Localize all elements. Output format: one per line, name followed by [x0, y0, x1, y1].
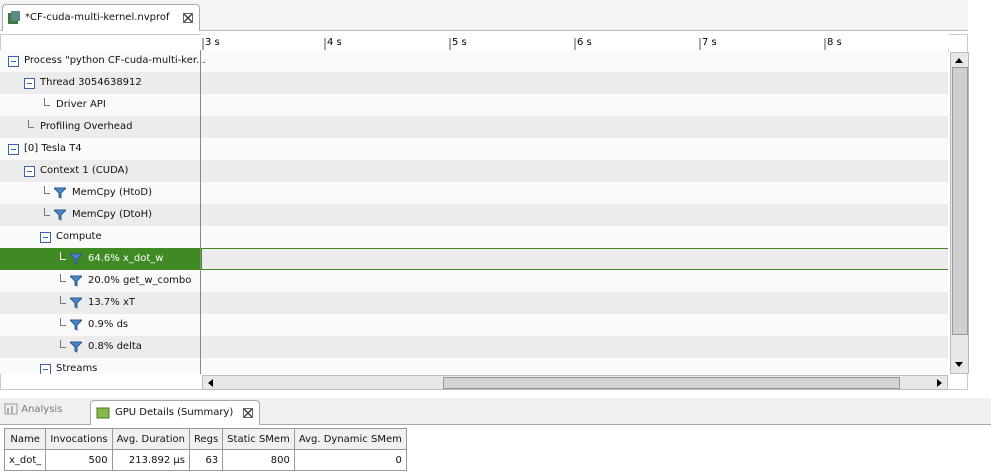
filter-icon [70, 253, 82, 265]
row-label: 0.9% ds [88, 319, 129, 330]
ruler-label: 6 s [577, 37, 592, 48]
tree-connector [44, 208, 50, 216]
tree-row[interactable]: Thread 3054638912 [0, 72, 948, 94]
row-label: Driver API [56, 99, 106, 110]
splitter [200, 50, 201, 374]
tab-label: GPU Details (Summary) [115, 407, 234, 418]
table-cell: x_dot_ [3, 449, 47, 471]
tree-connector [44, 98, 50, 106]
tree-row[interactable]: Streams [0, 358, 948, 374]
analysis-tab[interactable]: Analysis [4, 403, 62, 415]
ruler-label: 3 s [205, 37, 220, 48]
table-cell: 213.892 μs [111, 449, 190, 471]
row-label: 64.6% x_dot_w [88, 253, 164, 264]
file-icon [8, 11, 20, 24]
horizontal-scrollbar[interactable] [202, 375, 948, 390]
selection-outline [201, 248, 948, 270]
row-label: 0.8% delta [88, 341, 142, 352]
row-label: MemCpy (HtoD) [72, 187, 153, 198]
scroll-thumb[interactable] [443, 377, 900, 389]
scroll-thumb[interactable] [952, 67, 968, 335]
column-header[interactable]: Static SMem [222, 428, 295, 450]
tab-title: *CF-cuda-multi-kernel.nvprof [25, 12, 170, 23]
tree-connector [44, 186, 50, 194]
tree-connector [60, 296, 66, 304]
scroll-up[interactable] [954, 56, 964, 64]
collapse-toggle[interactable] [8, 56, 19, 67]
row-label: [0] Tesla T4 [24, 143, 82, 154]
tree-panel: Process "python CF-cuda-multi-ker... Thre… [0, 50, 948, 374]
row-label: 13.7% xT [88, 297, 135, 308]
tree-row[interactable]: MemCpy (HtoD) [0, 182, 948, 204]
filter-icon [70, 297, 82, 309]
tree-connector [60, 252, 66, 260]
tab-label: Analysis [21, 404, 63, 415]
scroll-right[interactable] [936, 378, 944, 388]
scroll-left[interactable] [206, 378, 214, 388]
row-label: Process "python CF-cuda-multi-ker... [24, 55, 206, 66]
filter-icon [70, 319, 82, 331]
scroll-down[interactable] [954, 361, 964, 369]
gpu-icon [96, 407, 110, 419]
tree-connector [60, 340, 66, 348]
tree-row[interactable]: 0.8% delta [0, 336, 948, 358]
row-label: Context 1 (CUDA) [40, 165, 129, 176]
table-cell: 800 [222, 449, 295, 471]
tree-connector [28, 120, 34, 128]
row-label: Thread 3054638912 [40, 77, 142, 88]
row-label: MemCpy (DtoH) [72, 209, 153, 220]
collapse-toggle[interactable] [24, 166, 35, 177]
tree-row[interactable]: 13.7% xT [0, 292, 948, 314]
row-label: Streams [56, 363, 98, 374]
selection [0, 248, 200, 270]
vertical-scrollbar[interactable] [950, 52, 969, 374]
tree-row[interactable]: 0.9% ds [0, 314, 948, 336]
tree-row[interactable]: Compute [0, 226, 948, 248]
close-icon[interactable] [243, 408, 253, 418]
table-cell: 63 [188, 449, 224, 471]
tree-row[interactable]: Profiling Overhead [0, 116, 948, 138]
tree-row[interactable]: MemCpy (DtoH) [0, 204, 948, 226]
collapse-toggle[interactable] [40, 364, 51, 374]
table-cell: 0 [293, 449, 407, 471]
tree-row[interactable]: Process "python CF-cuda-multi-ker... [0, 50, 948, 72]
table-cell: 500 [45, 449, 113, 471]
tree-connector [60, 318, 66, 326]
tree-row[interactable]: 20.0% get_w_combo [0, 270, 948, 292]
collapse-toggle[interactable] [8, 144, 19, 155]
editor-tab-bar: *CF-cuda-multi-kernel.nvprof [0, 0, 968, 31]
column-header[interactable]: Invocations [45, 428, 113, 450]
gpu-details-tab[interactable]: GPU Details (Summary) [90, 400, 260, 425]
ruler-label: 5 s [452, 37, 467, 48]
ruler-label: 8 s [827, 37, 842, 48]
row-label: 20.0% get_w_combo [88, 275, 192, 286]
row-label: Profiling Overhead [40, 121, 133, 132]
column-header[interactable]: Regs [188, 428, 224, 450]
tree-row[interactable]: 64.6% x_dot_w [0, 248, 948, 270]
filter-icon [70, 275, 82, 287]
tree-row[interactable]: Driver API [0, 94, 948, 116]
analysis-icon [4, 403, 18, 415]
tree-connector [60, 274, 66, 282]
editor-tab[interactable]: *CF-cuda-multi-kernel.nvprof [2, 4, 200, 31]
filter-icon [70, 341, 82, 353]
ruler-label: 7 s [702, 37, 717, 48]
column-header[interactable]: Name [3, 428, 47, 450]
column-header[interactable]: Avg. Duration [111, 428, 190, 450]
gpu-details-table: Name Invocations Avg. Duration Regs Static S… [3, 428, 407, 471]
tree-row[interactable]: [0] Tesla T4 [0, 138, 948, 160]
collapse-toggle[interactable] [40, 232, 51, 243]
bottom-tab-bar: Analysis GPU Details (Summary) [0, 398, 991, 425]
filter-icon [54, 209, 66, 221]
collapse-toggle[interactable] [24, 78, 35, 89]
filter-icon [54, 187, 66, 199]
row-label: Compute [56, 231, 102, 242]
table-row[interactable]: x_dot_ 500 213.892 μs 63 800 0 [3, 449, 407, 471]
tree-row[interactable]: Context 1 (CUDA) [0, 160, 948, 182]
close-icon[interactable] [183, 13, 193, 23]
ruler-label: 4 s [327, 37, 342, 48]
column-header[interactable]: Avg. Dynamic SMem [293, 428, 407, 450]
